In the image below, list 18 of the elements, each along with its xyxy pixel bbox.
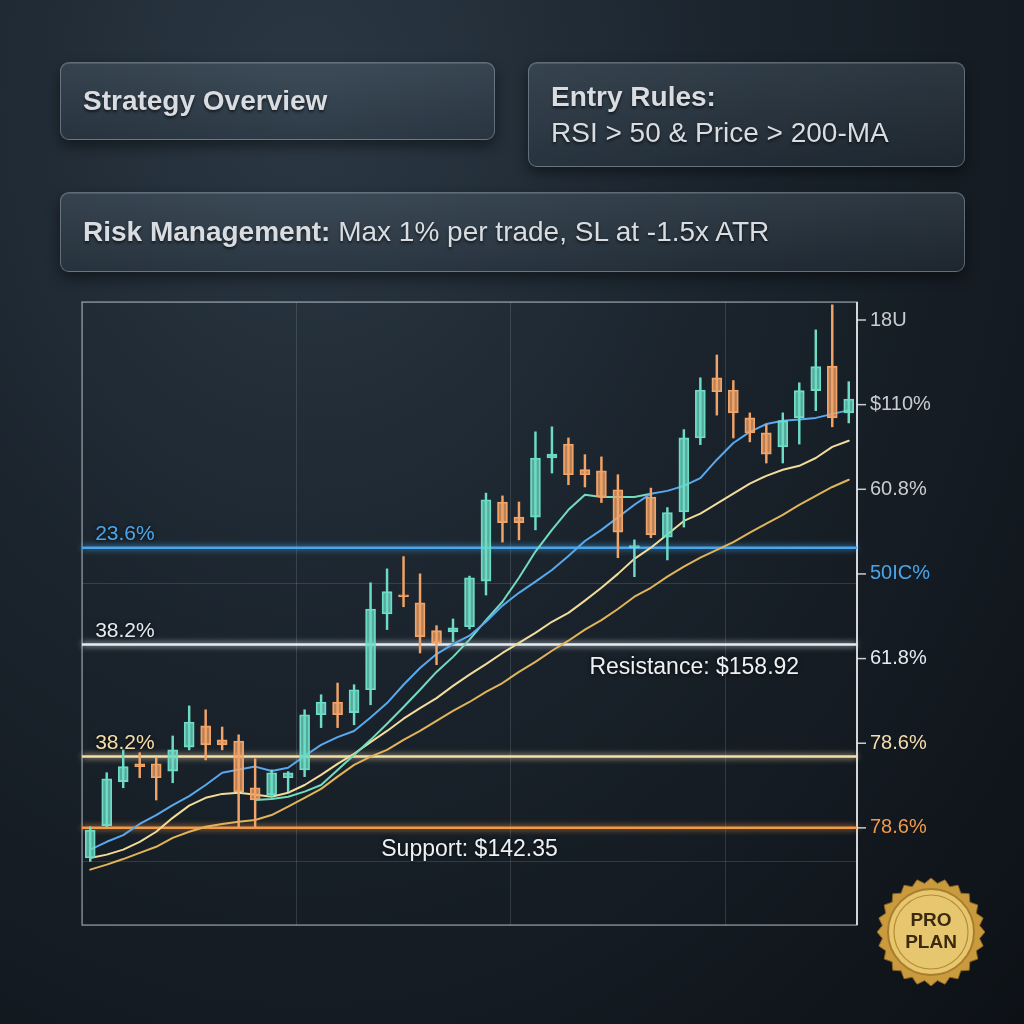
- annotation: Support: $142.35: [381, 835, 558, 862]
- annotation: 38.2%: [95, 729, 155, 753]
- chart-subtitle: Entry Rules: RSI > 50 & Price > 200-MA: [551, 79, 890, 150]
- text: 61.8%: [870, 646, 927, 669]
- text: 18U: [870, 307, 907, 330]
- text: $110%: [870, 392, 932, 415]
- text: 50IC%: [870, 561, 931, 584]
- text: 60.8%: [870, 476, 927, 499]
- candlestick: [629, 539, 640, 577]
- annotation: 23.6%: [95, 520, 155, 544]
- text: 78.6%: [870, 730, 927, 753]
- annotation: Resistance: $158.92: [589, 652, 800, 679]
- text: Risk Management: Max 1% per trade, SL at -1.5x ATR: [83, 216, 770, 247]
- text: 78.6%: [870, 815, 927, 838]
- candlestick: [398, 556, 409, 608]
- chart-title: Strategy Overview: [83, 84, 329, 118]
- seal-badge: PRO PLAN: [877, 878, 985, 986]
- annotation: 38.2%: [95, 617, 155, 641]
